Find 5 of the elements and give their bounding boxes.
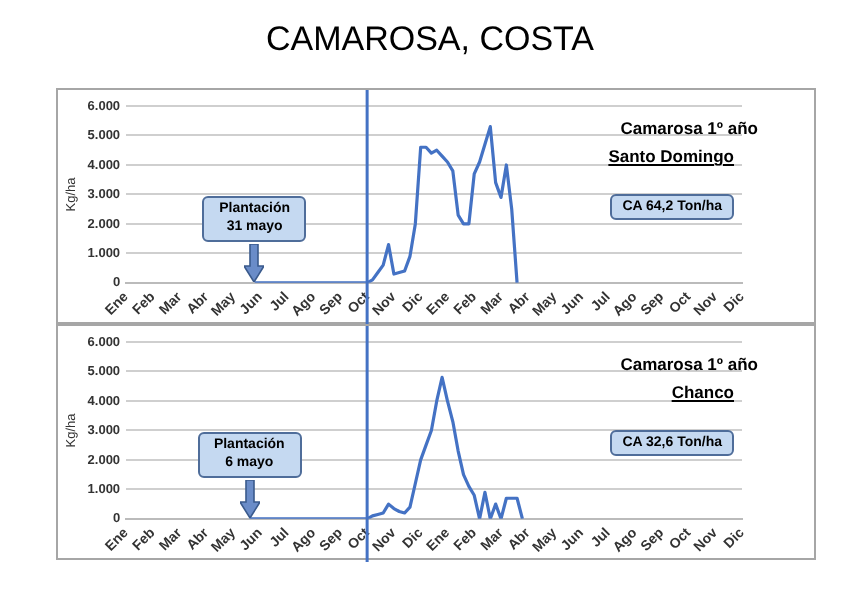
annotation: Camarosa 1º año (620, 354, 758, 374)
annotation: Camarosa 1º año (620, 118, 758, 138)
annotation: Chanco (671, 382, 734, 402)
chart-title: CAMAROSA, COSTA (263, 20, 597, 60)
annotation: Santo Domingo (608, 146, 734, 166)
